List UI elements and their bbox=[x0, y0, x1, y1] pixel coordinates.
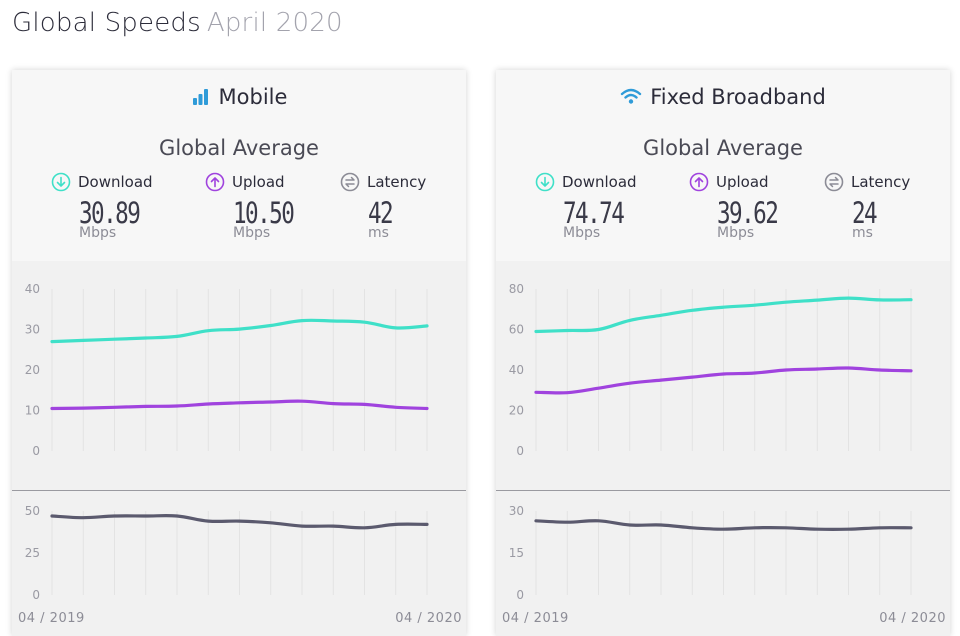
y-tick-label: 40 bbox=[25, 282, 40, 296]
y-tick-label: 30 bbox=[25, 323, 40, 337]
speed-chart: 0 20 40 60 80 0 15 30 04 / 2019 04 / 2020 bbox=[496, 282, 950, 626]
x-start-label: 04 / 2019 bbox=[18, 611, 85, 626]
latency-series-line bbox=[50, 514, 429, 530]
page-header: Global Speeds April 2020 bbox=[12, 8, 343, 38]
metric-label-text: Download bbox=[78, 173, 153, 191]
mobile-panel: Mobile Global Average Download 30.89 Mbps Upl… bbox=[12, 70, 466, 636]
metric-unit: Mbps bbox=[233, 225, 271, 241]
metric-label-text: Upload bbox=[716, 173, 769, 191]
metric-label: Upload bbox=[205, 171, 345, 193]
download-arrow-icon bbox=[535, 172, 555, 198]
summary-section: Fixed Broadband Global Average Download 74.… bbox=[496, 70, 950, 261]
metric-label: Download bbox=[535, 171, 675, 193]
latency-y-tick-label: 50 bbox=[25, 504, 40, 518]
metric-unit: ms bbox=[368, 225, 389, 241]
chart-area: 0 10 20 30 40 0 25 50 04 / 2019 04 / 2020 bbox=[12, 261, 466, 636]
metric-label-text: Latency bbox=[367, 173, 427, 191]
panel-title: Mobile bbox=[12, 85, 466, 112]
metric-value: 24 bbox=[852, 196, 878, 230]
latency-arrows-icon bbox=[340, 172, 360, 198]
speed-chart: 0 10 20 30 40 0 25 50 04 / 2019 04 / 2020 bbox=[12, 282, 466, 626]
latency-y-tick-label: 25 bbox=[25, 546, 40, 560]
panel-title-text: Fixed Broadband bbox=[650, 85, 826, 109]
global-average-label: Global Average bbox=[643, 136, 803, 160]
upload-series-line bbox=[50, 399, 429, 411]
chart-area: 0 20 40 60 80 0 15 30 04 / 2019 04 / 2020 bbox=[496, 261, 950, 636]
metric-unit: Mbps bbox=[717, 225, 755, 241]
metric-value: 39.62 bbox=[717, 196, 779, 230]
latency-y-tick-label: 0 bbox=[516, 588, 524, 602]
metric-latency: Latency 24 ms bbox=[824, 171, 960, 241]
latency-y-tick-label: 15 bbox=[509, 546, 524, 560]
fixed-broadband-panel: Fixed Broadband Global Average Download 74.… bbox=[496, 70, 950, 636]
upload-series-line bbox=[534, 366, 913, 395]
metric-value: 42 bbox=[368, 196, 394, 230]
y-tick-label: 80 bbox=[509, 282, 524, 296]
latency-series-line bbox=[534, 519, 913, 532]
global-average-label: Global Average bbox=[159, 136, 319, 160]
y-tick-label: 0 bbox=[32, 444, 40, 458]
metric-upload: Upload 39.62 Mbps bbox=[689, 171, 829, 241]
wifi-icon bbox=[620, 87, 642, 112]
metric-download: Download 30.89 Mbps bbox=[51, 171, 191, 241]
metric-unit: Mbps bbox=[79, 225, 117, 241]
metric-label: Latency bbox=[824, 171, 960, 193]
metric-download: Download 74.74 Mbps bbox=[535, 171, 675, 241]
y-tick-label: 20 bbox=[509, 404, 524, 418]
metric-label-text: Latency bbox=[851, 173, 911, 191]
y-tick-label: 20 bbox=[25, 363, 40, 377]
x-start-label: 04 / 2019 bbox=[502, 611, 569, 626]
x-end-label: 04 / 2020 bbox=[879, 611, 946, 626]
y-tick-label: 10 bbox=[25, 404, 40, 418]
metric-value: 30.89 bbox=[79, 196, 141, 230]
metric-label: Upload bbox=[689, 171, 829, 193]
metric-label-text: Upload bbox=[232, 173, 285, 191]
metric-value: 10.50 bbox=[233, 196, 295, 230]
y-tick-label: 0 bbox=[516, 444, 524, 458]
y-tick-label: 60 bbox=[509, 323, 524, 337]
latency-arrows-icon bbox=[824, 172, 844, 198]
upload-arrow-icon bbox=[205, 172, 225, 198]
panel-title: Fixed Broadband bbox=[496, 85, 950, 112]
signal-bars-icon bbox=[191, 87, 211, 112]
x-end-label: 04 / 2020 bbox=[395, 611, 462, 626]
upload-arrow-icon bbox=[689, 172, 709, 198]
metric-label-text: Download bbox=[562, 173, 637, 191]
latency-y-tick-label: 0 bbox=[32, 588, 40, 602]
metric-value: 74.74 bbox=[563, 196, 625, 230]
download-series-line bbox=[534, 296, 913, 334]
page-date: April 2020 bbox=[206, 8, 343, 38]
summary-section: Mobile Global Average Download 30.89 Mbps Upl… bbox=[12, 70, 466, 261]
metric-unit: ms bbox=[852, 225, 873, 241]
metric-label: Latency bbox=[340, 171, 480, 193]
metric-unit: Mbps bbox=[563, 225, 601, 241]
y-tick-label: 40 bbox=[509, 363, 524, 377]
metric-upload: Upload 10.50 Mbps bbox=[205, 171, 345, 241]
metric-latency: Latency 42 ms bbox=[340, 171, 480, 241]
download-series-line bbox=[50, 318, 429, 344]
metric-label: Download bbox=[51, 171, 191, 193]
latency-y-tick-label: 30 bbox=[509, 504, 524, 518]
panel-title-text: Mobile bbox=[218, 85, 288, 109]
download-arrow-icon bbox=[51, 172, 71, 198]
page-title: Global Speeds bbox=[12, 8, 201, 38]
